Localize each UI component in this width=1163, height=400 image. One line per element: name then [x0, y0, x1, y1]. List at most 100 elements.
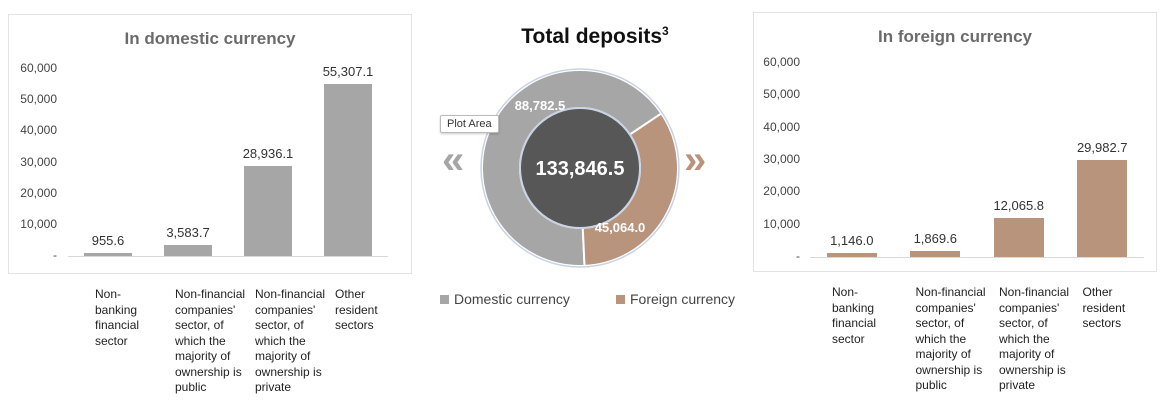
data-label: 1,146.0 — [830, 233, 874, 249]
category-label-line: which the — [915, 331, 967, 346]
x-axis-line — [68, 256, 388, 257]
category-label-line: sector — [832, 331, 865, 346]
y-tick-label: - — [53, 248, 57, 262]
category-label: Non-financial companies' sector, of which t… — [999, 285, 1069, 394]
category-label-line: public — [175, 380, 207, 394]
category-label-line: which the — [175, 333, 226, 348]
category-label-line: companies' — [915, 300, 976, 315]
y-tick-label: 30,000 — [20, 154, 57, 169]
data-label: 1,869.6 — [913, 230, 957, 246]
data-label: 955.6 — [91, 233, 125, 249]
slice-data-label: 88,782.5 — [515, 98, 566, 113]
category-label-line: ownership is — [255, 364, 322, 379]
y-tick-label: - — [796, 249, 800, 263]
bar[interactable] — [1077, 160, 1128, 257]
category-label-line: sector, of — [255, 318, 304, 332]
total-deposits-title-text: Total deposits — [521, 25, 663, 48]
y-tick-label: 30,000 — [763, 152, 800, 166]
legend-foreign[interactable]: Foreign currency — [616, 291, 735, 307]
category-label-line: Non- — [832, 285, 859, 299]
category-label-line: private — [255, 380, 292, 394]
category-label-line: financial — [95, 318, 140, 332]
chevron-left-icon: « — [442, 138, 465, 182]
bar[interactable] — [993, 217, 1044, 257]
donut-total-label: 133,846.5 — [536, 158, 625, 180]
plot-area-tooltip: Plot Area — [440, 115, 499, 133]
category-label: Non-banking financial sector — [95, 287, 139, 349]
data-label: 12,065.8 — [993, 197, 1045, 213]
category-label-line: public — [915, 378, 947, 392]
category-label-line: ownership is — [999, 362, 1066, 377]
bar[interactable] — [244, 165, 292, 256]
category-label-line: sectors — [1082, 316, 1122, 330]
category-label-line: private — [999, 378, 1036, 392]
category-label-line: resident — [1082, 300, 1126, 315]
category-label-line: Non-financial — [915, 285, 986, 299]
category-label-line: Non-financial — [255, 287, 326, 301]
category-label: Other resident sectors — [335, 287, 378, 334]
chevron-right-icon: » — [684, 138, 707, 182]
bar[interactable] — [164, 244, 212, 256]
category-label-line: sectors — [335, 318, 374, 332]
legend-domestic-swatch — [440, 294, 449, 304]
y-tick-label: 20,000 — [763, 184, 800, 199]
category-label-line: majority of — [175, 349, 231, 363]
bar[interactable] — [324, 83, 372, 256]
category-label-line: resident — [335, 302, 378, 317]
legend-foreign-swatch — [616, 294, 625, 304]
foreign-chart-title: In foreign currency — [878, 27, 1032, 46]
legend-domestic[interactable]: Domestic currency — [440, 291, 570, 307]
y-tick-label: 50,000 — [763, 87, 800, 102]
data-label: 28,936.1 — [242, 145, 294, 161]
category-label-line: sector — [95, 333, 128, 348]
y-tick-label: 60,000 — [20, 61, 57, 75]
y-tick-label: 20,000 — [20, 185, 57, 200]
category-label-line: Non-financial — [175, 287, 246, 301]
bar[interactable] — [84, 253, 132, 256]
category-label-line: which the — [255, 333, 306, 348]
category-label: Non-financial companies' sector, of which t… — [255, 287, 325, 396]
data-label: 55,307.1 — [322, 63, 374, 79]
donut-outline — [480, 68, 680, 268]
category-label: Other resident sectors — [1083, 285, 1126, 332]
y-tick-label: 10,000 — [763, 216, 800, 231]
category-label-line: banking — [95, 302, 138, 317]
category-label-line: companies' — [255, 302, 316, 317]
category-label-line: majority of — [255, 349, 311, 363]
y-tick-label: 40,000 — [20, 123, 57, 138]
category-label-line: ownership is — [175, 364, 242, 379]
category-label-line: companies' — [999, 300, 1060, 315]
legend-foreign-label: Foreign currency — [630, 291, 736, 307]
bar[interactable] — [826, 253, 877, 257]
y-tick-label: 60,000 — [763, 55, 800, 69]
y-tick-label: 40,000 — [763, 119, 800, 134]
category-label-line: ownership is — [915, 362, 983, 377]
y-tick-label: 10,000 — [20, 216, 57, 231]
y-tick-label: 50,000 — [20, 92, 57, 107]
total-deposits-title: Total deposits3 — [470, 24, 720, 49]
category-label: Non-banking financial sector — [832, 285, 876, 347]
category-label-line: financial — [832, 316, 877, 330]
legend-domestic-label: Domestic currency — [454, 291, 570, 307]
data-label: 3,583.7 — [166, 224, 210, 240]
bar[interactable] — [910, 250, 961, 257]
category-label-line: Non-financial — [999, 285, 1070, 299]
category-label-line: companies' — [175, 302, 236, 317]
category-label-line: sector, of — [915, 316, 965, 330]
total-deposits-donut-chart[interactable]: 133,846.5 88,782.5 45,064.0 — [460, 48, 700, 288]
data-label: 29,982.7 — [1076, 140, 1128, 156]
donut-center — [519, 107, 641, 229]
category-label-line: sector, of — [999, 316, 1048, 330]
slice-data-label: 45,064.0 — [595, 220, 646, 235]
domestic-chart-title: In domestic currency — [124, 29, 296, 48]
total-deposits-footnote: 3 — [662, 24, 669, 38]
x-axis-line — [810, 257, 1144, 258]
category-label-line: Non- — [95, 287, 122, 301]
category-label-line: banking — [832, 300, 875, 315]
category-label-line: Other — [1082, 285, 1113, 299]
category-label-line: which the — [999, 331, 1050, 346]
category-label: Non-financial companies' sector, of which t… — [175, 287, 245, 396]
category-label-line: majority of — [999, 347, 1055, 361]
category-label-line: majority of — [915, 347, 971, 361]
category-label-line: Other — [335, 287, 366, 301]
